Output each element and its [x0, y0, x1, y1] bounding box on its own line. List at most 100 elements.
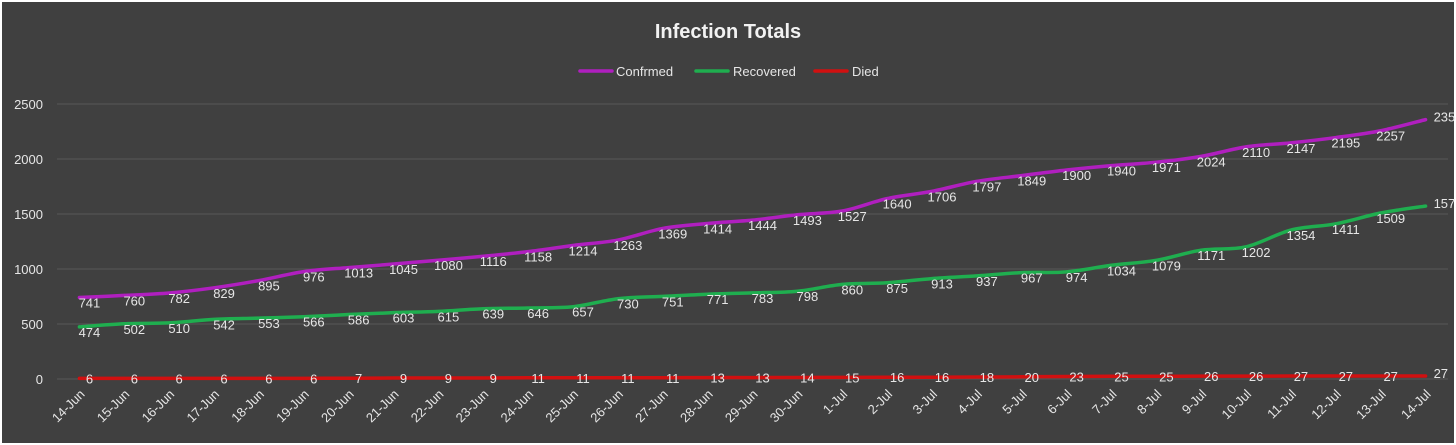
data-label-recovered: 639 [482, 307, 504, 322]
data-point-died [1199, 374, 1203, 378]
data-point-died [122, 376, 126, 380]
data-point-recovered [571, 305, 575, 309]
data-label-confrmed: 741 [79, 295, 101, 310]
y-tick-label: 2000 [14, 152, 43, 167]
data-point-recovered [1289, 228, 1293, 232]
data-point-died [751, 376, 754, 380]
data-point-died [930, 375, 934, 379]
data-label-died: 13 [755, 371, 769, 386]
data-point-died [661, 376, 665, 380]
data-label-died: 6 [86, 371, 93, 386]
data-point-died [795, 375, 799, 379]
data-label-recovered: 1411 [1332, 222, 1360, 237]
data-label-recovered: 913 [931, 277, 953, 292]
data-label-recovered: 798 [797, 289, 819, 304]
data-point-died [885, 375, 889, 379]
data-point-died [1244, 374, 1248, 378]
data-label-died: 11 [666, 371, 680, 386]
data-label-recovered: 1079 [1152, 258, 1181, 273]
data-point-recovered [616, 297, 620, 301]
data-label-confrmed: 1640 [883, 197, 912, 212]
data-label-died: 6 [131, 371, 138, 386]
y-tick-label: 2500 [14, 97, 43, 112]
data-label-died: 18 [980, 370, 994, 385]
legend-label-died: Died [852, 64, 879, 79]
data-point-recovered [661, 294, 665, 298]
data-label-recovered: 771 [707, 292, 729, 307]
data-label-confrmed: 1414 [703, 221, 732, 236]
data-label-confrmed: 1900 [1062, 168, 1091, 183]
data-label-confrmed: 895 [258, 279, 280, 294]
data-label-died: 9 [400, 371, 407, 386]
data-point-died [840, 375, 844, 379]
data-label-confrmed: 2257 [1376, 129, 1405, 144]
data-point-died [1424, 374, 1428, 378]
data-label-recovered: 1034 [1107, 263, 1136, 278]
data-label-confrmed: 1940 [1107, 164, 1136, 179]
data-label-recovered: 542 [213, 317, 235, 332]
data-label-recovered: 967 [1021, 271, 1043, 286]
data-point-died [706, 376, 710, 380]
data-label-died: 6 [310, 371, 317, 386]
data-point-confrmed [706, 221, 710, 225]
data-label-confrmed: 1263 [613, 238, 642, 253]
data-label-recovered: 1572 [1434, 196, 1456, 211]
data-point-recovered [1109, 263, 1113, 267]
data-label-confrmed: 1971 [1152, 160, 1181, 175]
data-point-confrmed [436, 258, 440, 262]
data-label-died: 6 [176, 371, 183, 386]
data-label-confrmed: 1849 [1017, 174, 1046, 189]
data-point-died [526, 376, 530, 380]
data-label-recovered: 1171 [1197, 248, 1225, 263]
data-point-died [1379, 374, 1383, 378]
data-point-recovered [975, 274, 979, 278]
data-point-confrmed [1379, 129, 1383, 133]
data-label-recovered: 860 [841, 282, 863, 297]
series-layer [77, 117, 1428, 381]
legend-label-confrmed: Confrmed [616, 64, 673, 79]
data-point-confrmed [481, 254, 485, 258]
data-point-died [571, 376, 575, 380]
data-point-died [1109, 374, 1113, 378]
y-tick-label: 500 [21, 317, 43, 332]
data-label-died: 6 [220, 371, 227, 386]
data-label-confrmed: 1527 [838, 209, 867, 224]
data-label-died: 16 [890, 370, 904, 385]
data-label-confrmed: 2024 [1197, 154, 1226, 169]
data-point-recovered [302, 315, 306, 319]
data-point-confrmed [1334, 136, 1338, 140]
data-point-confrmed [1109, 164, 1113, 168]
data-label-recovered: 646 [527, 306, 549, 321]
legend-label-recovered: Recovered [733, 64, 796, 79]
legend: Confrmed Recovered Died [578, 64, 879, 79]
data-label-died: 27 [1294, 369, 1308, 384]
data-label-confrmed: 782 [168, 291, 190, 306]
data-label-confrmed: 1444 [748, 218, 777, 233]
data-point-died [436, 376, 440, 380]
data-label-recovered: 502 [123, 322, 145, 337]
data-label-recovered: 615 [438, 309, 460, 324]
data-label-confrmed: 1116 [480, 254, 507, 269]
data-point-recovered [1379, 211, 1383, 215]
data-point-confrmed [1154, 160, 1158, 164]
data-point-died [212, 376, 216, 380]
data-point-confrmed [795, 213, 799, 217]
data-label-recovered: 751 [662, 294, 684, 309]
data-point-recovered [436, 309, 440, 313]
data-point-confrmed [616, 238, 620, 242]
data-point-confrmed [526, 250, 530, 254]
data-point-recovered [1424, 204, 1428, 208]
data-point-died [481, 376, 485, 380]
data-point-confrmed [1424, 118, 1428, 122]
data-point-confrmed [1020, 174, 1024, 178]
data-point-confrmed [1065, 168, 1069, 172]
data-point-recovered [526, 306, 530, 310]
data-point-recovered [930, 277, 934, 281]
data-label-died: 11 [531, 371, 545, 386]
data-point-confrmed [751, 218, 754, 222]
data-label-died: 27 [1434, 366, 1448, 381]
data-label-died: 26 [1249, 369, 1263, 384]
data-point-died [347, 376, 351, 380]
data-label-recovered: 875 [886, 281, 908, 296]
